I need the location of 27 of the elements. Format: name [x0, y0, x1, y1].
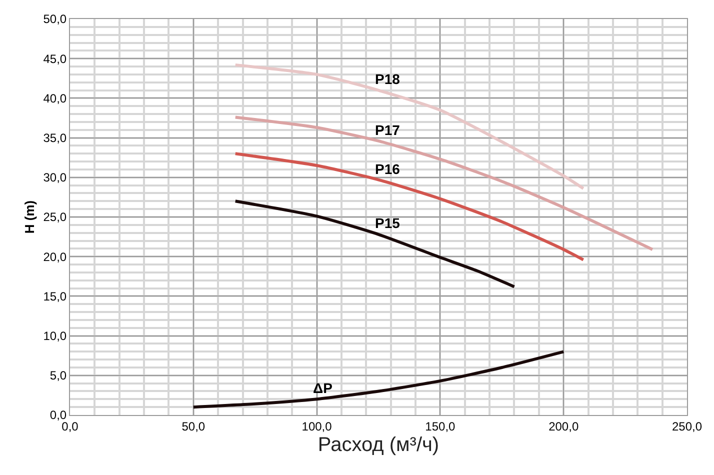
y-tick-label: 5,0: [50, 368, 67, 383]
y-tick-label: 40,0: [43, 91, 67, 106]
y-tick-label: 30,0: [43, 170, 67, 185]
line-series: [234, 63, 585, 190]
x-tick-label: 250,0: [672, 419, 702, 434]
x-tick-label: 50,0: [182, 419, 206, 434]
x-tick-label: 150,0: [425, 419, 456, 434]
x-axis-title: Расход (м³/ч): [318, 434, 440, 456]
y-tick-label: 45,0: [43, 52, 67, 66]
y-tick-label: 15,0: [43, 289, 67, 304]
series-label: P18: [375, 71, 400, 87]
line-series: [234, 116, 654, 251]
x-tick-label: 200,0: [548, 419, 579, 434]
line-series: [192, 350, 566, 409]
line-series: [234, 152, 585, 262]
series-label: ΔP: [313, 380, 332, 396]
series-label: P15: [375, 215, 400, 231]
y-axis-title: H (m): [22, 200, 37, 234]
y-tick-label: 25,0: [43, 210, 67, 224]
y-tick-label: 20,0: [43, 250, 67, 264]
line-series: [234, 200, 516, 288]
x-tick-label: 100,0: [302, 419, 332, 434]
series-label: P16: [375, 161, 400, 177]
series-label: P17: [375, 122, 400, 138]
y-tick-label: 50,0: [43, 12, 67, 26]
y-tick-label: 10,0: [43, 329, 67, 343]
y-tick-label: 35,0: [43, 131, 67, 145]
